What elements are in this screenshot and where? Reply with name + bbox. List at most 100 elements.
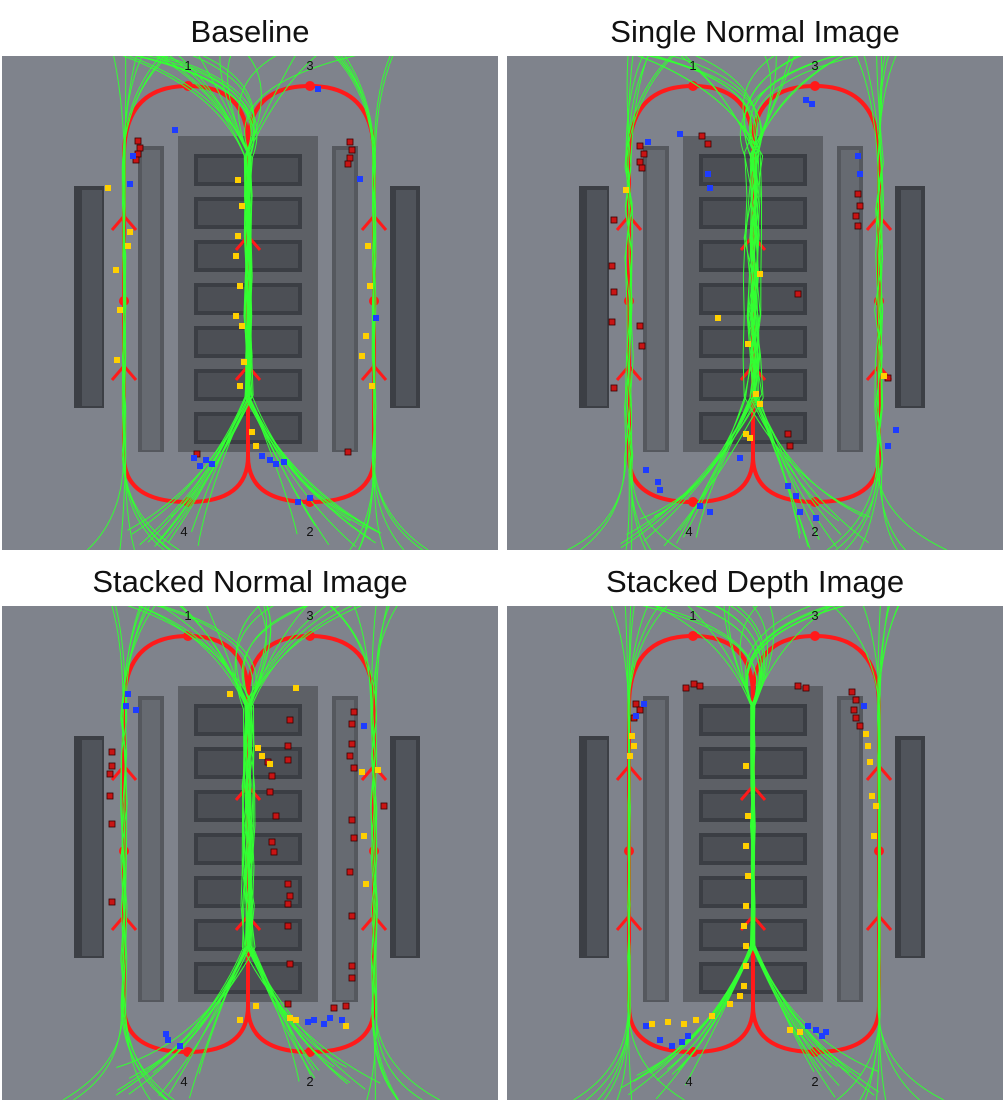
marker-blue <box>657 1037 663 1043</box>
marker-blue <box>281 459 287 465</box>
marker-red <box>350 708 358 716</box>
block-left-outer-face <box>587 740 607 956</box>
trajectory-line <box>247 56 382 534</box>
marker-blue <box>643 1023 649 1029</box>
marker-blue <box>797 509 803 515</box>
marker-red <box>350 764 358 772</box>
marker-red <box>636 322 644 330</box>
track-waypoint <box>305 631 315 641</box>
track-label-1: 1 <box>689 608 696 623</box>
trajectory-line <box>349 56 391 550</box>
marker-blue <box>707 509 713 515</box>
marker-red <box>342 1002 350 1010</box>
trajectory-line <box>121 56 162 550</box>
marker-yellow <box>709 1013 715 1019</box>
markers <box>627 680 879 1049</box>
marker-yellow <box>239 203 245 209</box>
marker-blue <box>373 315 379 321</box>
marker-red <box>286 892 294 900</box>
track-label-4: 4 <box>180 524 187 539</box>
trajectory-line <box>616 606 635 1100</box>
marker-yellow <box>227 691 233 697</box>
track-label-3: 3 <box>811 58 818 73</box>
panel-title-stacked-normal-image: Stacked Normal Image <box>92 564 408 599</box>
marker-red <box>284 742 292 750</box>
marker-red <box>794 682 802 690</box>
marker-blue <box>685 1033 691 1039</box>
marker-blue <box>357 176 363 182</box>
marker-blue <box>819 1033 825 1039</box>
marker-yellow <box>235 233 241 239</box>
marker-yellow <box>249 429 255 435</box>
track-loop-right <box>246 633 376 1055</box>
trajectory-line <box>121 56 249 535</box>
marker-yellow <box>745 873 751 879</box>
marker-yellow <box>741 923 747 929</box>
marker-blue <box>127 181 133 187</box>
trajectory-line <box>748 56 838 548</box>
marker-blue <box>361 723 367 729</box>
panel-title-single-normal-image: Single Normal Image <box>610 14 900 49</box>
trajectory-line <box>147 56 249 543</box>
trajectory-line <box>244 606 351 1084</box>
marker-blue <box>191 455 197 461</box>
marker-blue <box>793 493 799 499</box>
trajectory-line <box>751 56 842 535</box>
trajectory-line <box>344 56 423 550</box>
panel-single-normal-image: 1 3 4 2 <box>507 56 1003 550</box>
trajectory-line <box>329 606 376 1100</box>
track-label-1: 1 <box>689 58 696 73</box>
marker-yellow <box>871 833 877 839</box>
marker-yellow <box>239 323 245 329</box>
panel-baseline: 1 3 4 2 <box>2 56 498 550</box>
marker-red <box>638 164 646 172</box>
block-right-inner-face <box>841 700 859 1000</box>
trajectory-line <box>353 606 399 1100</box>
trajectory-line <box>155 606 366 1090</box>
marker-blue <box>823 1029 829 1035</box>
marker-red <box>640 150 648 158</box>
block-right-outer-face <box>901 740 921 956</box>
marker-red <box>350 834 358 842</box>
trajectory-line <box>128 606 253 1079</box>
marker-yellow <box>743 763 749 769</box>
block-left-inner-face <box>647 700 665 1000</box>
marker-red <box>636 706 644 714</box>
track-waypoint <box>688 497 698 507</box>
marker-yellow <box>363 881 369 887</box>
marker-yellow <box>127 229 133 235</box>
marker-red <box>698 132 706 140</box>
marker-blue <box>805 1023 811 1029</box>
marker-red <box>284 900 292 908</box>
trajectory-line <box>626 56 800 535</box>
marker-blue <box>893 427 899 433</box>
marker-red <box>636 142 644 150</box>
trajectory-line <box>122 56 170 550</box>
marker-blue <box>643 467 649 473</box>
trajectory-line <box>116 606 275 1091</box>
marker-red <box>108 748 116 756</box>
marker-yellow <box>253 1003 259 1009</box>
marker-blue <box>311 1017 317 1023</box>
marker-red <box>268 772 276 780</box>
panel-stacked-depth-image: 1 3 4 2 <box>507 606 1003 1100</box>
scene-1: 1 3 4 2 <box>507 56 1003 550</box>
trajectory-line <box>715 606 880 1093</box>
track-waypoint <box>810 631 820 641</box>
marker-yellow <box>665 1019 671 1025</box>
block-left-inner-face <box>142 150 160 450</box>
trajectory-line <box>338 56 377 550</box>
marker-red <box>682 684 690 692</box>
trajectory-line <box>643 56 860 542</box>
marker-blue <box>133 707 139 713</box>
trajectory-line <box>876 606 899 1100</box>
marker-blue <box>633 713 639 719</box>
track-label-2: 2 <box>306 524 313 539</box>
trajectory-line <box>241 606 381 1084</box>
marker-yellow <box>253 443 259 449</box>
marker-yellow <box>125 243 131 249</box>
marker-red <box>348 740 356 748</box>
marker-yellow <box>869 793 875 799</box>
trajectory-line <box>859 606 881 1100</box>
track-label-3: 3 <box>306 58 313 73</box>
